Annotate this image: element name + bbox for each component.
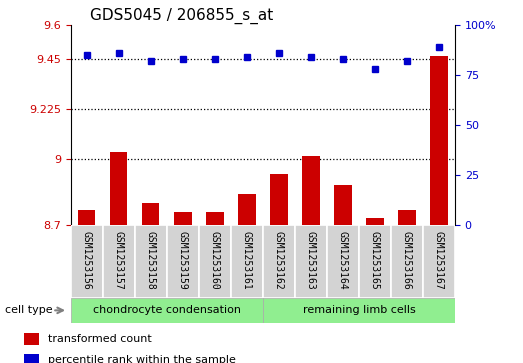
- Bar: [103, 225, 135, 298]
- Text: GSM1253166: GSM1253166: [402, 231, 412, 290]
- Bar: [334, 185, 351, 225]
- Bar: [238, 194, 256, 225]
- Bar: [231, 225, 263, 298]
- Text: GSM1253157: GSM1253157: [113, 231, 123, 290]
- Text: chondrocyte condensation: chondrocyte condensation: [93, 305, 241, 315]
- Bar: [206, 212, 223, 225]
- Text: percentile rank within the sample: percentile rank within the sample: [48, 355, 235, 363]
- Text: GSM1253156: GSM1253156: [82, 231, 92, 290]
- Bar: [391, 225, 423, 298]
- Bar: [24, 354, 39, 363]
- Text: GSM1253165: GSM1253165: [370, 231, 380, 290]
- Text: GSM1253167: GSM1253167: [434, 231, 444, 290]
- Text: cell type: cell type: [5, 305, 53, 315]
- Bar: [78, 209, 95, 225]
- Bar: [327, 225, 359, 298]
- Bar: [135, 225, 167, 298]
- Text: GSM1253161: GSM1253161: [242, 231, 252, 290]
- Text: GSM1253158: GSM1253158: [146, 231, 156, 290]
- Bar: [423, 225, 455, 298]
- Bar: [302, 156, 320, 225]
- Bar: [24, 333, 39, 345]
- Bar: [199, 225, 231, 298]
- Text: GSM1253160: GSM1253160: [210, 231, 220, 290]
- Bar: [366, 219, 384, 225]
- Bar: [270, 174, 288, 225]
- Text: GDS5045 / 206855_s_at: GDS5045 / 206855_s_at: [90, 8, 273, 24]
- Bar: [295, 225, 327, 298]
- Bar: [398, 209, 416, 225]
- Text: GSM1253162: GSM1253162: [274, 231, 284, 290]
- Bar: [71, 225, 103, 298]
- Text: GSM1253159: GSM1253159: [178, 231, 188, 290]
- Bar: [263, 225, 295, 298]
- Bar: [263, 298, 455, 323]
- Bar: [142, 203, 160, 225]
- Bar: [110, 152, 128, 225]
- Text: GSM1253163: GSM1253163: [306, 231, 316, 290]
- Bar: [71, 298, 263, 323]
- Text: GSM1253164: GSM1253164: [338, 231, 348, 290]
- Bar: [167, 225, 199, 298]
- Bar: [359, 225, 391, 298]
- Text: transformed count: transformed count: [48, 334, 151, 344]
- Bar: [430, 57, 448, 225]
- Text: remaining limb cells: remaining limb cells: [302, 305, 415, 315]
- Bar: [174, 212, 191, 225]
